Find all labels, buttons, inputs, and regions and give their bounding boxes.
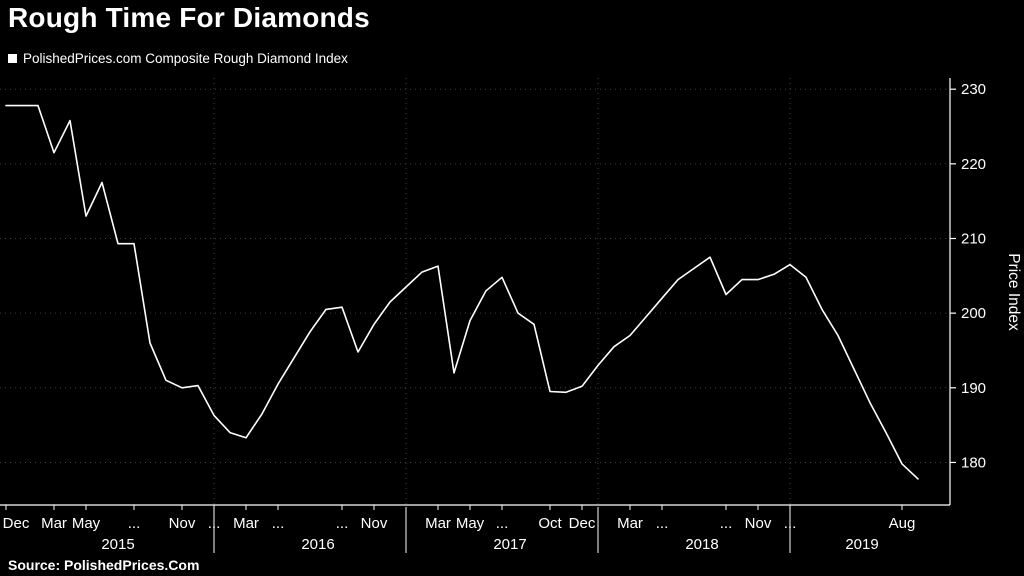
x-tick-label: Dec [3, 515, 30, 532]
y-tick-label: 220 [961, 156, 986, 173]
x-tick-label: ... [784, 515, 797, 532]
x-tick-label: ... [720, 515, 733, 532]
x-tick-label: ... [272, 515, 285, 532]
x-tick-label: Mar [41, 515, 67, 532]
chart-title: Rough Time For Diamonds [8, 2, 370, 33]
x-tick-label: Nov [745, 515, 772, 532]
x-tick-label: ... [496, 515, 509, 532]
x-tick-label: Nov [169, 515, 196, 532]
x-tick-label: Mar [233, 515, 259, 532]
x-tick-label: Oct [538, 515, 562, 532]
y-tick-label: 210 [961, 230, 986, 247]
year-label: 2016 [301, 536, 334, 553]
y-axis-title: Price Index [1005, 253, 1022, 331]
y-tick-label: 180 [961, 454, 986, 471]
x-tick-label: ... [208, 515, 221, 532]
x-tick-label: May [72, 515, 101, 532]
x-tick-label: Nov [361, 515, 388, 532]
x-tick-label: Mar [617, 515, 643, 532]
source-note: Source: PolishedPrices.Com [8, 557, 200, 573]
legend: PolishedPrices.com Composite Rough Diamo… [8, 51, 348, 66]
y-tick-label: 200 [961, 305, 986, 322]
x-tick-label: ... [128, 515, 141, 532]
year-label: 2018 [685, 536, 718, 553]
x-tick-label: Aug [889, 515, 916, 532]
x-tick-label: May [456, 515, 485, 532]
legend-label: PolishedPrices.com Composite Rough Diamo… [23, 51, 348, 66]
y-tick-label: 230 [961, 81, 986, 98]
year-label: 2019 [845, 536, 878, 553]
year-label: 2017 [493, 536, 526, 553]
year-label: 2015 [101, 536, 134, 553]
y-tick-label: 190 [961, 380, 986, 397]
x-tick-label: Mar [425, 515, 451, 532]
x-tick-label: ... [336, 515, 349, 532]
price-line [5, 104, 919, 480]
x-tick-label: Dec [569, 515, 596, 532]
x-tick-label: ... [656, 515, 669, 532]
legend-swatch-icon [8, 54, 17, 63]
